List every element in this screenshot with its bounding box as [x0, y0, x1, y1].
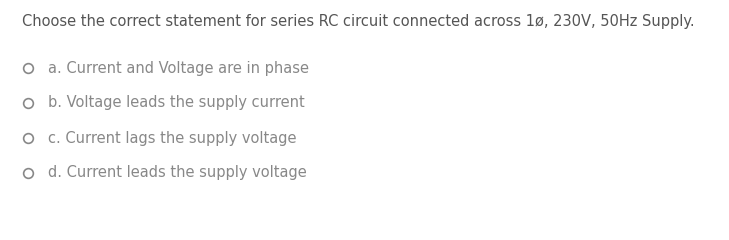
Text: a. Current and Voltage are in phase: a. Current and Voltage are in phase: [48, 60, 309, 76]
Text: c. Current lags the supply voltage: c. Current lags the supply voltage: [48, 131, 297, 145]
Text: Choose the correct statement for series RC circuit connected across 1ø, 230V, 50: Choose the correct statement for series …: [22, 14, 695, 29]
Text: b. Voltage leads the supply current: b. Voltage leads the supply current: [48, 96, 305, 110]
Text: d. Current leads the supply voltage: d. Current leads the supply voltage: [48, 166, 307, 180]
